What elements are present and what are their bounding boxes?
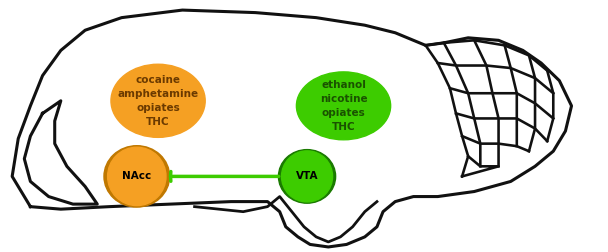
- Text: cocaine
amphetamine
opiates
THC: cocaine amphetamine opiates THC: [117, 75, 199, 127]
- Ellipse shape: [282, 151, 333, 202]
- Text: ethanol
nicotine
opiates
THC: ethanol nicotine opiates THC: [320, 80, 367, 132]
- Ellipse shape: [278, 150, 336, 203]
- Text: NAcc: NAcc: [122, 171, 151, 181]
- Text: VTA: VTA: [295, 171, 319, 181]
- Ellipse shape: [296, 72, 390, 140]
- Ellipse shape: [104, 146, 170, 207]
- Ellipse shape: [108, 147, 166, 206]
- Ellipse shape: [111, 64, 206, 137]
